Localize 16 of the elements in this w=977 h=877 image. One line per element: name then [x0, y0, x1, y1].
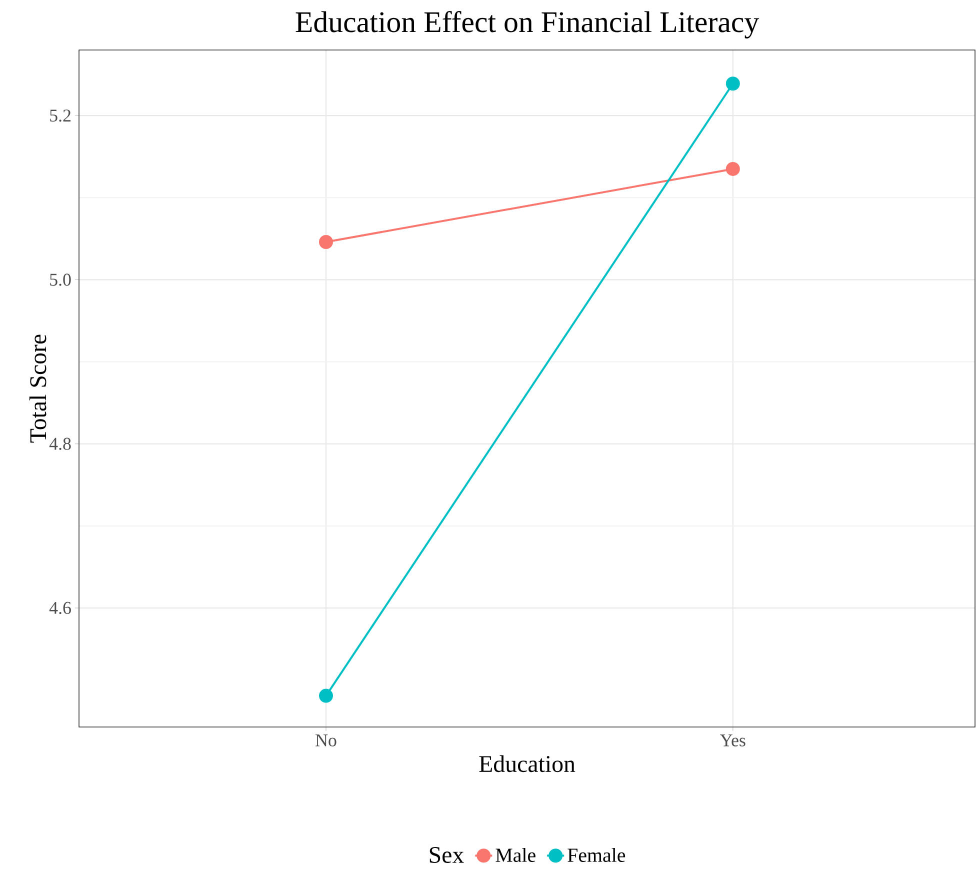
y-axis-title: Total Score — [29, 334, 46, 443]
x-tick-label: No — [316, 734, 336, 746]
x-axis-title: Education — [479, 755, 576, 772]
point — [726, 76, 740, 91]
point — [319, 688, 333, 703]
point — [726, 162, 740, 176]
y-tick-label: 5.0 — [50, 274, 71, 286]
legend-label: Female — [568, 848, 626, 862]
legend-title: Sex — [430, 846, 464, 864]
y-tick-label: 5.2 — [50, 110, 71, 122]
y-tick-label: 4.6 — [49, 602, 71, 614]
x-tick-label: Yes — [720, 734, 746, 746]
point — [319, 235, 333, 249]
y-tick-label: 4.8 — [49, 438, 71, 450]
legend-label: Male — [496, 848, 536, 862]
chart-title: Education Effect on Financial Literacy — [296, 10, 760, 38]
